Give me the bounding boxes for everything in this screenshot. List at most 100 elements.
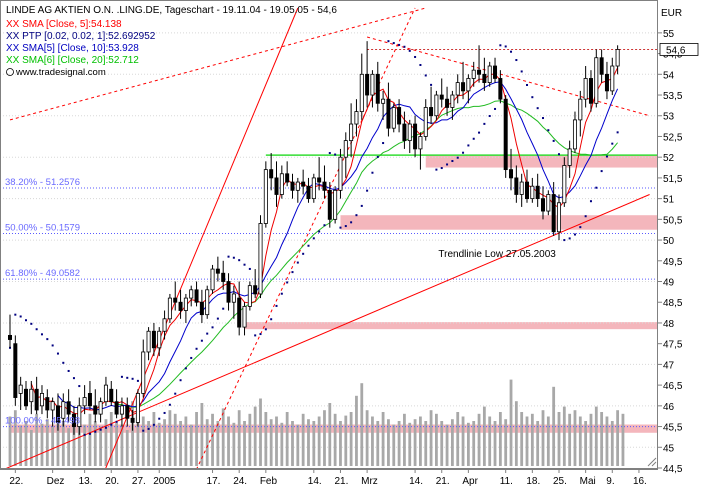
ptp-dot (589, 200, 592, 203)
candle-body (269, 169, 274, 179)
candle (498, 70, 503, 104)
candle-body (77, 405, 82, 427)
candle-body (413, 123, 418, 150)
x-tick-label: 27. (132, 476, 146, 487)
candle (434, 90, 439, 120)
y-tick-label: 50,5 (663, 215, 683, 226)
y-tick-label: 49,5 (663, 257, 683, 268)
candle-body (546, 194, 551, 212)
volume-bar (179, 421, 182, 466)
volume-bar (221, 408, 225, 466)
x-tick-label: 21. (436, 476, 450, 487)
candle (599, 49, 604, 83)
volume-bar (482, 406, 486, 466)
currency-label: EUR (661, 8, 682, 19)
candle-body (359, 73, 364, 113)
volume-bar (376, 421, 380, 466)
volume-bar (312, 421, 316, 466)
volume-bar (344, 415, 348, 466)
candle (370, 70, 375, 108)
candle (487, 61, 492, 87)
volume-bar (589, 413, 593, 466)
y-tick-label: 48 (663, 319, 675, 330)
candle-body (333, 189, 338, 220)
candle (541, 186, 546, 220)
y-tick-label: 49 (663, 278, 675, 289)
fib-level-label: 38.20% - 51.2576 (5, 177, 80, 188)
ptp-dot (403, 45, 406, 48)
candle-body (87, 393, 92, 407)
ptp-dot (451, 160, 454, 163)
x-tick-label: Mrz (361, 476, 378, 487)
ptp-dot (286, 281, 289, 284)
y-tick-label: 54 (663, 70, 675, 81)
trendline-annotation: Trendlinie Low 27.05.2003 (438, 249, 556, 260)
volume-bar (147, 421, 150, 466)
candle-body (157, 330, 162, 349)
candle-body (530, 185, 535, 200)
candle (349, 103, 354, 158)
candle (221, 260, 226, 290)
candle-body (365, 73, 370, 96)
x-tick-label: 18. (526, 476, 540, 487)
candle (231, 285, 236, 319)
ptp-dot (142, 429, 145, 432)
ptp-dot (360, 204, 363, 207)
candle (178, 289, 183, 319)
candle (13, 335, 18, 406)
ptp-dot (216, 317, 219, 320)
x-tick-label: Dez (47, 476, 65, 487)
ptp-dot (547, 129, 550, 132)
candle (359, 53, 364, 120)
y-tick-label: 51,5 (663, 174, 683, 185)
trend-line (366, 36, 650, 117)
volume-bar (35, 413, 39, 466)
candle-body (7, 334, 12, 340)
volume-bar (40, 423, 44, 466)
candle (119, 397, 124, 427)
volume-bar (440, 421, 444, 466)
candle-body (39, 393, 44, 407)
candle (551, 182, 556, 236)
ptp-dot (392, 42, 395, 45)
candle-body (514, 177, 519, 195)
ptp-dot (520, 70, 523, 73)
ptp-dot (382, 142, 385, 145)
candle (450, 90, 455, 120)
candle-body (599, 57, 604, 75)
volume-bar (520, 412, 524, 466)
candle-body (253, 285, 258, 295)
volume-bar (461, 416, 465, 466)
candle-body (493, 65, 498, 79)
ptp-dot (35, 328, 38, 331)
volume-bar (141, 416, 145, 466)
candle (34, 376, 39, 415)
ptp-dot (579, 226, 582, 229)
ptp-dot (163, 411, 166, 414)
volume-bar (365, 410, 369, 466)
ptp-dot (72, 377, 75, 380)
trend-line (104, 7, 299, 469)
x-tick-label: Feb (260, 476, 278, 487)
candle (333, 186, 338, 224)
ptp-dot (499, 44, 502, 47)
candle (125, 397, 130, 427)
ptp-dot (67, 369, 70, 372)
candle (530, 177, 535, 203)
volume-bar (450, 419, 454, 466)
ptp-dot (280, 292, 283, 295)
candle (407, 119, 412, 154)
candle-body (343, 140, 348, 158)
candle (189, 285, 194, 307)
ptp-dot (211, 326, 214, 329)
volume-bar (621, 413, 625, 466)
candle-body (135, 393, 140, 423)
volume-bar (232, 422, 236, 466)
candle-body (301, 181, 306, 187)
candle (135, 389, 140, 427)
candle-body (327, 189, 332, 220)
candle-body (450, 94, 455, 108)
ptp-dot (131, 377, 134, 380)
candle (301, 169, 306, 195)
x-tick-label: 16. (633, 476, 647, 487)
